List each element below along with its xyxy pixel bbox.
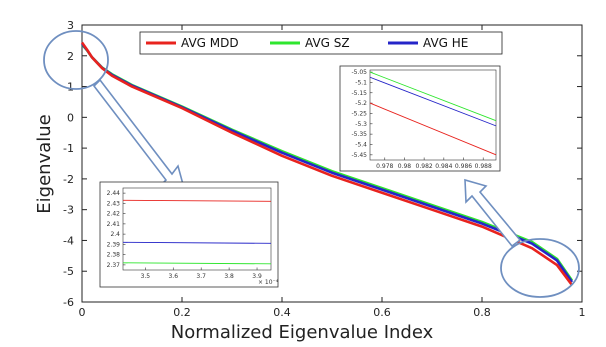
inset-y-tick-label: -5.35 bbox=[351, 131, 367, 138]
inset-series-line-avg-mdd bbox=[122, 199, 272, 202]
y-tick-label: 3 bbox=[67, 19, 74, 32]
inset-y-tick-label: 2.4 bbox=[110, 231, 120, 238]
x-tick-label: 0 bbox=[79, 306, 86, 319]
legend-label-he: AVG HE bbox=[423, 36, 468, 50]
y-axis-label: Eigenvalue bbox=[34, 114, 55, 213]
x-tick-label: 0.6 bbox=[373, 306, 391, 319]
zoom-arrow-end bbox=[464, 178, 522, 248]
inset-x-tick-label: 0.986 bbox=[455, 163, 472, 170]
inset-end-lines bbox=[369, 71, 497, 156]
x-tick-label: 0.8 bbox=[473, 306, 491, 319]
y-tick-label: 0 bbox=[67, 111, 74, 124]
x-axis-label: Normalized Eigenvalue Index bbox=[171, 322, 434, 343]
inset-y-tick-label: -5.05 bbox=[351, 69, 367, 76]
inset-y-tick-label: 2.44 bbox=[107, 190, 121, 197]
inset-x-tick-label: 0.988 bbox=[475, 163, 492, 170]
legend-label-mdd: AVG MDD bbox=[181, 36, 239, 50]
y-tick-label: -3 bbox=[63, 204, 74, 217]
inset-y-tick-label: 2.38 bbox=[107, 252, 121, 259]
inset-start-x-exponent: × 10⁻⁴ bbox=[258, 279, 279, 286]
inset-x-tick-label: 0.984 bbox=[435, 163, 452, 170]
inset-end-plot bbox=[369, 69, 497, 161]
y-tick-label: 2 bbox=[67, 50, 74, 63]
inset-series-line-avg-sz bbox=[369, 71, 497, 122]
inset-start: 3.5 3.6 3.7 3.8 3.9 2.44 2.43 2.42 2.41 2.4 2.39 2.… bbox=[99, 181, 279, 288]
inset-y-tick-label: 2.43 bbox=[107, 200, 121, 207]
x-tick-label: 0.2 bbox=[173, 306, 191, 319]
tick-marks bbox=[81, 24, 583, 303]
legend-box bbox=[139, 31, 503, 55]
inset-x-tick-label: 3.7 bbox=[196, 273, 206, 280]
inset-y-tick-label: 2.42 bbox=[107, 211, 121, 218]
inset-y-tick-label: -5.3 bbox=[355, 121, 367, 128]
inset-y-tick-label: -5.4 bbox=[355, 141, 367, 148]
inset-start-plot bbox=[122, 187, 272, 271]
inset-y-tick-label: 2.37 bbox=[107, 262, 121, 269]
y-tick-label: -2 bbox=[63, 173, 74, 186]
legend-label-sz: AVG SZ bbox=[305, 36, 350, 50]
y-tick-labels: 3 2 1 0 -1 -2 -3 -4 -5 -6 bbox=[63, 19, 74, 309]
inset-x-tick-label: 3.8 bbox=[224, 273, 234, 280]
inset-y-tick-label: -5.25 bbox=[351, 110, 367, 117]
zoom-ellipse-start bbox=[43, 30, 109, 90]
inset-x-tick-label: 3.6 bbox=[168, 273, 178, 280]
y-tick-label: -1 bbox=[63, 142, 74, 155]
inset-y-tick-label: 2.39 bbox=[107, 241, 121, 248]
zoom-ellipse-end bbox=[500, 238, 580, 298]
inset-start-ticks: 3.5 3.6 3.7 3.8 3.9 2.44 2.43 2.42 2.41 2.4 2.39 2.… bbox=[107, 190, 262, 280]
inset-series-line-avg-mdd bbox=[369, 102, 497, 156]
inset-y-tick-label: -5.15 bbox=[351, 90, 367, 97]
inset-y-tick-label: -5.45 bbox=[351, 152, 367, 159]
inset-series-line-avg-sz bbox=[122, 262, 272, 265]
inset-x-tick-label: 0.978 bbox=[376, 163, 393, 170]
zoom-arrow-start bbox=[92, 78, 186, 189]
x-tick-label: 0.4 bbox=[273, 306, 291, 319]
inset-x-tick-label: 0.98 bbox=[398, 163, 412, 170]
inset-end-ticks: 0.978 0.98 0.982 0.984 0.986 0.988 -5.05 -5.1 -5… bbox=[351, 69, 492, 170]
x-tick-label: 1 bbox=[579, 306, 586, 319]
inset-end: 0.978 0.98 0.982 0.984 0.986 0.988 -5.05 -5.1 -5… bbox=[339, 65, 501, 172]
inset-x-tick-label: 3.9 bbox=[252, 273, 262, 280]
inset-y-tick-label: -5.2 bbox=[355, 100, 367, 107]
inset-y-tick-label: -5.1 bbox=[355, 79, 367, 86]
x-tick-labels: 0 0.2 0.4 0.6 0.8 1 bbox=[79, 306, 586, 319]
y-tick-label: -6 bbox=[63, 296, 74, 309]
y-tick-label: -5 bbox=[63, 265, 74, 278]
inset-y-tick-label: 2.41 bbox=[107, 221, 121, 228]
inset-x-tick-label: 0.982 bbox=[416, 163, 433, 170]
legend: AVG MDD AVG SZ AVG HE bbox=[139, 31, 503, 55]
y-tick-label: -4 bbox=[63, 234, 74, 247]
inset-start-lines bbox=[122, 199, 272, 265]
inset-x-tick-label: 3.5 bbox=[141, 273, 151, 280]
inset-series-line-avg-he bbox=[369, 76, 497, 127]
inset-series-line-avg-he bbox=[122, 241, 272, 244]
y-tick-label: 1 bbox=[67, 81, 74, 94]
